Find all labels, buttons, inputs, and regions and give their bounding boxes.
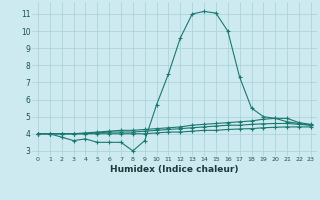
X-axis label: Humidex (Indice chaleur): Humidex (Indice chaleur) (110, 165, 239, 174)
